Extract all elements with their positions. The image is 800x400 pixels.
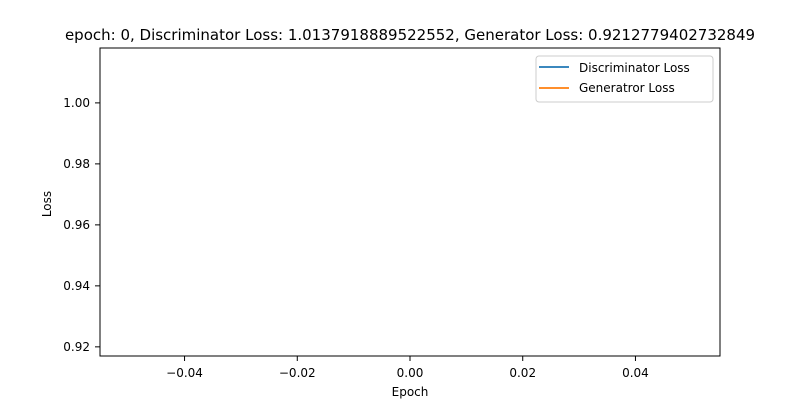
legend-label-discriminator-loss: Discriminator Loss bbox=[579, 61, 690, 75]
x-tick-label: −0.02 bbox=[279, 366, 316, 380]
legend-label-generator-loss: Generatror Loss bbox=[579, 81, 675, 95]
x-tick-label: 0.00 bbox=[397, 366, 424, 380]
chart-title: epoch: 0, Discriminator Loss: 1.01379188… bbox=[65, 26, 755, 44]
y-tick-label: 0.92 bbox=[63, 340, 90, 354]
y-tick-label: 0.98 bbox=[63, 157, 90, 171]
x-tick-label: 0.04 bbox=[622, 366, 649, 380]
legend: Discriminator Loss Generatror Loss bbox=[535, 55, 714, 103]
y-axis-label: Loss bbox=[40, 191, 54, 217]
y-tick-label: 1.00 bbox=[63, 96, 90, 110]
x-tick-label: −0.04 bbox=[166, 366, 203, 380]
legend-box bbox=[535, 55, 714, 103]
y-tick-label: 0.94 bbox=[63, 279, 90, 293]
x-axis-ticks: −0.04 −0.02 0.00 0.02 0.04 bbox=[166, 356, 649, 380]
y-axis-ticks: 0.92 0.94 0.96 0.98 1.00 bbox=[63, 96, 100, 354]
y-tick-label: 0.96 bbox=[63, 218, 90, 232]
x-axis-label: Epoch bbox=[392, 385, 429, 399]
x-tick-label: 0.02 bbox=[509, 366, 536, 380]
